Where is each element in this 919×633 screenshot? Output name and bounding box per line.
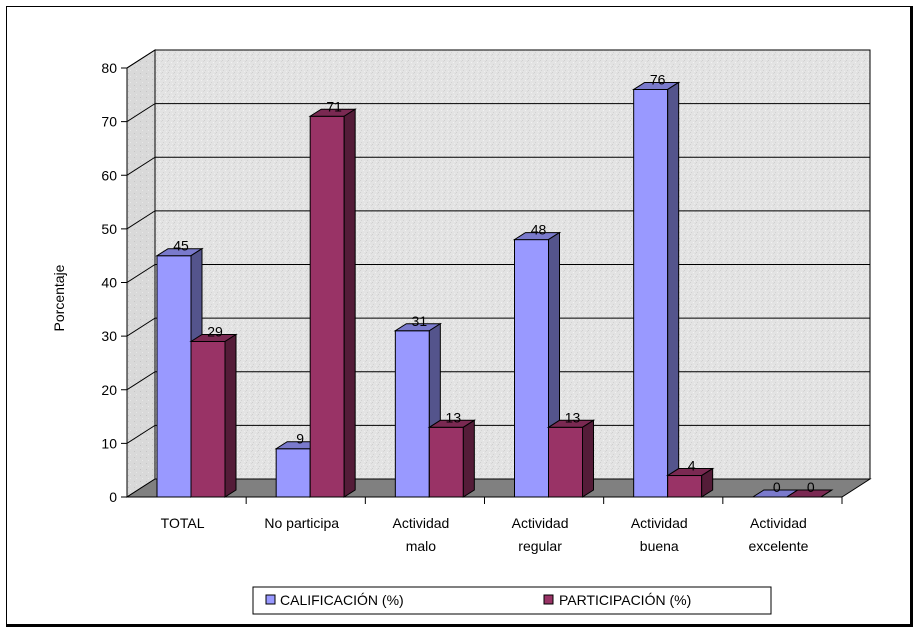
bar-front — [514, 239, 549, 498]
legend-label-participacion: PARTICIPACIÓN (%) — [559, 592, 691, 608]
data-label: 13 — [446, 409, 462, 425]
bar-front — [156, 255, 192, 498]
data-label: 31 — [412, 313, 428, 329]
data-label: 29 — [207, 323, 223, 339]
y-tick-label: 20 — [101, 382, 117, 398]
bar-front — [394, 330, 430, 498]
x-category-label: Actividad malo — [393, 515, 450, 554]
bar-1-1 — [308, 108, 357, 498]
bar-1-3 — [546, 419, 596, 498]
bar-side — [343, 108, 356, 498]
gridline-side — [126, 317, 156, 337]
y-tick-label: 70 — [101, 114, 117, 130]
y-tick-label: 60 — [101, 167, 117, 183]
data-label: 45 — [173, 238, 189, 254]
bar-0-2 — [393, 322, 443, 498]
bar-side — [462, 419, 475, 498]
x-category-label: Actividad regular — [512, 515, 569, 554]
gridline-side — [126, 424, 156, 444]
data-label: 0 — [773, 479, 781, 495]
y-tick-label: 80 — [101, 60, 117, 76]
x-category-label: Actividad excelente — [748, 515, 808, 554]
bar-front — [428, 426, 464, 498]
bar-side — [582, 419, 594, 498]
data-label: 9 — [296, 431, 304, 447]
bar-front — [633, 88, 669, 498]
data-label: 0 — [807, 479, 815, 495]
data-label: 76 — [650, 71, 666, 87]
gridline-side — [126, 371, 156, 391]
legend: CALIFICACIÓN (%) PARTICIPACIÓN (%) — [252, 586, 772, 615]
bar-side — [667, 81, 680, 498]
bar-side — [701, 467, 714, 498]
bar-1-4 — [665, 467, 715, 498]
bar-side — [224, 333, 237, 498]
bar-front — [548, 426, 583, 498]
gridline-side — [126, 103, 156, 123]
bar-1-2 — [427, 419, 477, 498]
gridline-side — [126, 49, 156, 69]
legend-label-calificacion: CALIFICACIÓN (%) — [280, 592, 404, 608]
bar-side — [820, 489, 833, 498]
x-category-label: TOTAL — [161, 515, 205, 531]
x-category-label: Actividad buena — [631, 515, 688, 554]
bar-front — [275, 448, 311, 498]
x-category-label: No participa — [264, 515, 339, 531]
y-tick-label: 30 — [101, 328, 117, 344]
bar-front — [190, 340, 226, 498]
gridline-side — [126, 156, 156, 176]
gridline-side — [126, 264, 156, 283]
y-tick-label: 50 — [101, 221, 117, 237]
legend-swatch-calificacion — [265, 594, 276, 605]
bar-front — [667, 475, 703, 498]
y-axis-label: Porcentaje — [51, 264, 67, 331]
y-tick-label: 0 — [109, 489, 117, 505]
bar-0-4 — [631, 81, 681, 498]
y-tick-label: 40 — [101, 275, 117, 291]
data-label: 48 — [531, 222, 547, 238]
bar-1-0 — [189, 333, 238, 498]
y-tick-label: 10 — [101, 435, 117, 451]
data-label: 13 — [565, 409, 581, 425]
data-label: 4 — [688, 458, 696, 474]
legend-swatch-participacion — [543, 594, 554, 605]
bar-front — [309, 115, 345, 498]
data-label: 71 — [326, 98, 342, 114]
bar-1-5 — [785, 489, 834, 498]
gridline-side — [126, 210, 156, 230]
